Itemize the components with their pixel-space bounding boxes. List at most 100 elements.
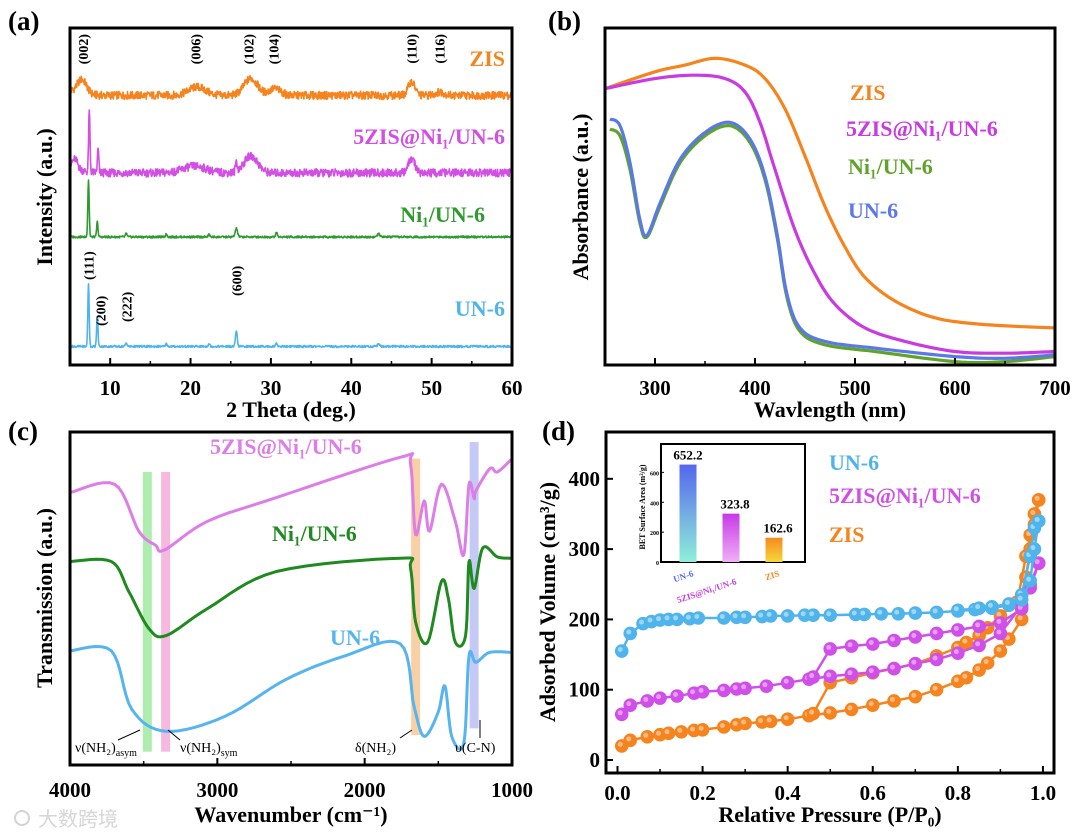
point-highlight [890,664,896,670]
uv-trace-0 [604,56,1056,330]
inset-y-tick-label: 600 [650,471,659,477]
point-highlight [698,687,704,693]
isotherm-point [908,656,923,671]
d-legend-zis: ZIS [829,522,864,547]
point-highlight [719,686,725,692]
point-highlight [996,647,1002,653]
inset-y-tick-label: 200 [650,531,659,537]
point-highlight [826,611,832,617]
ftir-trace-1 [69,545,514,648]
point-highlight [826,644,832,650]
panel-label-b: (b) [548,6,581,36]
uv-trace-1 [604,73,1056,355]
point-highlight [809,673,815,679]
d-xlabel: Relative Pressure (P/P₀) [718,802,941,827]
plot-frame [603,26,1057,367]
c-xlabel: Wavenumber (cm⁻¹) [194,802,387,827]
x-tick-label: 700 [1039,376,1071,400]
inset-bar [765,537,783,562]
annotation-main: ν(NH₂) [75,741,116,756]
plot-frame [68,26,514,367]
uv-trace-2 [609,124,1056,365]
point-highlight [1034,559,1040,565]
annotation-sub: asym [116,748,137,759]
isotherm-point [823,706,838,720]
x-tick-label: 50 [421,376,442,400]
point-highlight [962,673,968,679]
x-tick-label: 30 [260,376,281,400]
x-tick-label: 0.0 [604,781,630,805]
isotherm-point [738,610,752,625]
annotation-main: ν(NH₂) [180,741,221,756]
hkl-label-un6: (200) [95,295,110,326]
hkl-label-zis: (006) [189,34,204,65]
annotation-main: υ(C-N) [455,741,496,756]
b-legend-ni: Ni₁/UN-6 [848,154,933,179]
point-highlight [911,659,917,665]
inset-category-label: ZIS [764,568,781,582]
ftir-band-1 [161,471,171,752]
point-highlight [639,619,645,625]
xrd-trace-0 [69,74,513,101]
y-tick-label: 300 [569,537,601,561]
point-highlight [719,614,725,619]
point-highlight [932,608,938,614]
isotherm-point [972,638,986,653]
point-highlight [975,641,981,647]
d-legend-5zis: 5ZIS@Ni₁/UN-6 [829,483,981,508]
isotherm-point [623,626,638,641]
isotherm-point [951,623,965,637]
y-tick-label: 0 [590,748,601,772]
y-tick-label: 200 [569,607,601,631]
isotherm-point [823,669,838,684]
inset-y-tick-label: 0 [656,561,659,567]
point-highlight [1030,509,1036,515]
x-tick-label: 300 [639,376,671,400]
point-highlight [732,684,738,690]
x-tick-label: 600 [939,376,971,400]
isotherm-point [1023,573,1037,588]
d-ylabel: Adsorbed Volume (cm³/g) [535,482,560,722]
b-legend-un6: UN-6 [848,198,898,223]
isotherm-point [759,679,774,693]
point-highlight [890,636,896,642]
ftir-trace-2 [69,639,512,751]
isotherm-point [623,698,638,712]
point-highlight [911,632,917,638]
point-highlight [664,615,670,621]
x-tick-label: 4000 [49,778,91,802]
y-tick-label: 100 [569,678,601,702]
watermark-text: 大数跨境 [38,807,118,831]
point-highlight [719,722,725,728]
isotherm-point [951,646,965,660]
isotherm-point [844,639,859,653]
x-tick-label: 60 [502,376,523,400]
hkl-label-zis: (104) [267,34,282,65]
point-highlight [847,642,853,648]
c-legend-un6: UN-6 [330,625,380,650]
point-highlight [643,732,649,738]
isotherm-point [1027,542,1042,556]
watermark-logo-icon [14,810,30,826]
point-highlight [1034,495,1040,501]
isotherm-point [763,714,778,729]
hkl-label-un6: (600) [230,265,245,296]
ftir-annotation-1: ν(NH₂)sym [180,741,238,759]
point-highlight [953,606,959,612]
point-highlight [741,684,747,690]
isotherm-point [887,661,901,676]
point-highlight [996,611,1002,617]
isotherm-point [908,689,923,704]
isotherm-point [865,665,880,679]
point-highlight [664,729,670,735]
annotation-main: δ(NH₂) [355,741,396,756]
isotherm-point [780,609,795,623]
ftir-annotation-3: υ(C-N) [455,741,496,756]
hkl-label-zis: (102) [242,34,257,65]
point-highlight [860,610,866,616]
point-highlight [698,725,704,731]
point-highlight [732,720,738,726]
point-highlight [826,672,832,678]
a-legend-5zis: 5ZIS@Ni₁/UN-6 [353,124,505,149]
